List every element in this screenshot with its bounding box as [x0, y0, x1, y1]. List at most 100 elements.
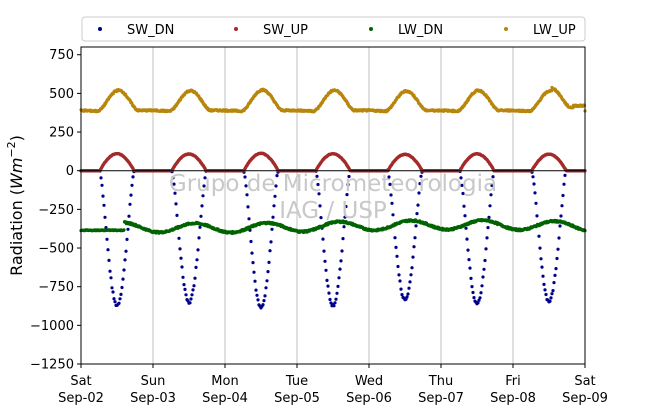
data-point-SW_DN [417, 191, 421, 195]
data-point-SW_DN [110, 286, 114, 290]
series-LW_UP [79, 85, 587, 114]
data-point-SW_DN [491, 175, 495, 179]
data-point-SW_DN [539, 257, 543, 261]
data-point-SW_DN [470, 285, 474, 289]
legend-marker-SW_UP [234, 27, 238, 31]
data-point-SW_DN [459, 176, 463, 180]
data-point-SW_DN [111, 290, 115, 294]
data-point-SW_DN [104, 226, 108, 230]
data-point-SW_DN [117, 301, 121, 305]
data-point-SW_DN [557, 236, 561, 240]
data-point-SW_DN [267, 260, 271, 264]
data-point-SW_DN [243, 175, 247, 179]
data-point-SW_DN [460, 183, 464, 187]
data-point-SW_DN [336, 284, 340, 288]
data-point-SW_DN [318, 204, 322, 208]
y-tick-label: 500 [49, 87, 74, 102]
data-point-SW_DN [105, 237, 109, 241]
data-point-SW_DN [190, 293, 194, 297]
x-tick-day-label: Fri [505, 374, 521, 389]
data-point-SW_DN [265, 279, 269, 283]
data-point-SW_DN [179, 256, 183, 260]
data-point-SW_DN [337, 276, 341, 280]
x-grid [152, 47, 514, 364]
data-point-SW_DN [550, 292, 554, 296]
data-point-SW_DN [341, 237, 345, 241]
data-point-SW_DN [274, 184, 278, 188]
data-point-SW_DN [124, 249, 128, 253]
data-point-SW_DN [343, 215, 347, 219]
data-point-SW_DN [535, 214, 539, 218]
plot-frame [80, 46, 586, 365]
data-point-SW_DN [131, 175, 135, 179]
legend-label-SW_UP: SW_UP [263, 23, 308, 38]
data-point-SW_DN [544, 292, 548, 297]
data-point-SW_DN [261, 303, 265, 307]
data-point-SW_DN [478, 296, 482, 300]
data-point-SW_DN [321, 237, 325, 241]
data-point-SW_DN [338, 267, 342, 271]
data-point-SW_DN [327, 291, 331, 295]
data-point-SW_DN [538, 246, 542, 250]
data-point-SW_DN [395, 254, 399, 258]
y-tick-label: 0 [66, 164, 74, 179]
data-point-SW_DN [264, 286, 268, 290]
legend-marker-LW_UP [504, 27, 508, 31]
x-tick-date-label: Sep-07 [418, 391, 464, 406]
data-point-SW_DN [548, 299, 552, 303]
data-point-SW_DN [552, 281, 556, 285]
x-tick-date-label: Sep-05 [274, 391, 320, 406]
y-tick-label: 750 [49, 48, 74, 63]
data-point-SW_DN [200, 204, 204, 208]
data-point-SW_DN [119, 292, 123, 296]
data-point-SW_DN [342, 225, 346, 229]
data-point-SW_DN [490, 183, 494, 188]
data-point-SW_DN [553, 273, 557, 277]
y-tick-label: −1250 [30, 358, 74, 373]
data-point-SW_DN [102, 203, 106, 207]
data-point-SW_DN [99, 176, 103, 180]
data-point-SW_DN [334, 297, 338, 301]
x-tick-day-label: Thu [428, 374, 453, 389]
data-point-SW_DN [344, 204, 348, 209]
data-point-SW_DN [126, 227, 130, 231]
data-point-SW_DN [405, 295, 409, 299]
data-point-SW_DN [251, 261, 255, 265]
data-point-SW_DN [184, 293, 188, 297]
data-point-SW_DN [465, 237, 469, 241]
x-tick-date-label: Sep-08 [490, 391, 536, 406]
data-point-SW_DN [480, 284, 484, 288]
data-point-SW_DN [340, 249, 344, 253]
data-point-SW_DN [551, 289, 555, 293]
data-point-SW_DN [391, 213, 395, 217]
y-tick-label: 250 [49, 126, 74, 141]
legend-label-LW_DN: LW_DN [398, 23, 443, 38]
data-point-SW_DN [245, 193, 249, 197]
data-point-SW_DN [273, 194, 277, 198]
data-point-SW_DN [194, 265, 198, 269]
data-point-SW_DN [123, 258, 127, 262]
data-point-SW_DN [549, 296, 553, 300]
data-point-SW_DN [191, 288, 195, 292]
x-tick-date-label: Sep-09 [562, 391, 608, 406]
data-point-SW_DN [554, 267, 558, 271]
data-point-SW_DN [182, 283, 186, 287]
data-point-SW_DN [339, 259, 343, 263]
x-tick-day-label: Tue [285, 374, 308, 389]
data-point-SW_DN [537, 234, 541, 238]
data-point-SW_DN [272, 204, 276, 208]
data-point-SW_DN [101, 194, 105, 198]
x-tick-day-label: Sat [574, 374, 595, 389]
data-point-SW_DN [531, 175, 535, 179]
data-point-SW_DN [388, 182, 392, 186]
y-tick-label: −500 [38, 242, 74, 257]
data-point-SW_DN [328, 297, 332, 302]
data-point-SW_DN [198, 225, 202, 229]
legend-marker-SW_DN [98, 27, 102, 31]
data-point-SW_DN [542, 282, 546, 286]
data-point-SW_DN [128, 202, 132, 206]
x-tick-day-label: Sun [141, 374, 166, 389]
data-point-SW_DN [476, 301, 480, 305]
data-point-SW_DN [387, 175, 391, 179]
data-point-SW_DN [468, 266, 472, 270]
